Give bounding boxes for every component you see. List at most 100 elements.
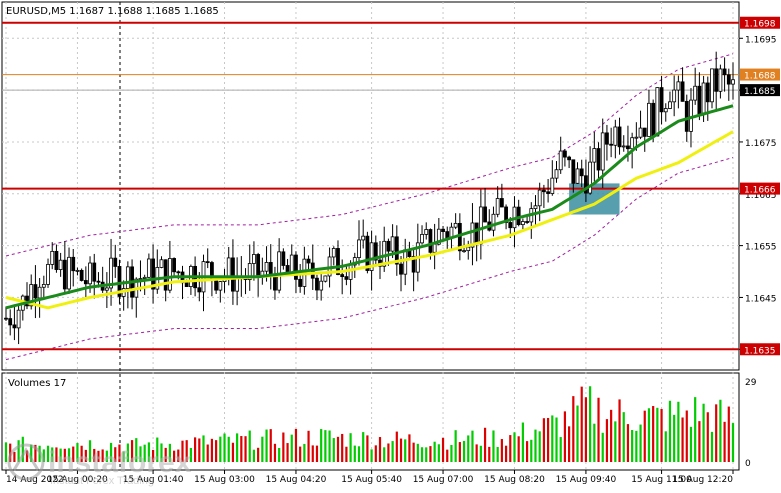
time-tick-label: 15 Aug 01:40: [123, 475, 184, 485]
candle-body: [411, 256, 416, 273]
time-tick-label: 15 Aug 08:20: [484, 475, 545, 485]
candle-body: [365, 235, 370, 271]
candle-body: [584, 175, 588, 194]
candle-body: [609, 143, 614, 146]
candle-body: [41, 284, 46, 288]
candle-body: [726, 74, 731, 85]
candle-body: [117, 266, 122, 297]
candle-body: [382, 240, 387, 267]
candle-body: [596, 148, 601, 171]
candle-body: [361, 235, 366, 241]
candle-body: [390, 236, 395, 252]
candle-body: [630, 137, 635, 150]
candle-body: [588, 161, 593, 194]
watermark-brand: instaforex: [48, 446, 192, 479]
candle-body: [357, 239, 361, 258]
candle-body: [306, 258, 311, 264]
level-1.1688-tag-label: 1.1688: [744, 72, 776, 82]
candle-body: [277, 251, 282, 291]
volume-panel-title: Volumes 17: [8, 378, 66, 389]
candle-body: [684, 100, 689, 132]
candle-body: [483, 206, 487, 223]
price-panel-frame: [1, 1, 740, 371]
candle-body: [163, 259, 168, 291]
time-tick-label: 15 Aug 11:00: [631, 475, 692, 485]
candle-body: [420, 234, 424, 244]
envelope-lower: [5, 157, 734, 361]
level-1.1635-tag: [740, 343, 780, 356]
candle-body: [113, 257, 118, 267]
candle-body: [466, 246, 471, 252]
candle-body: [146, 258, 151, 278]
candle-body: [340, 274, 345, 278]
volume-panel-frame: [1, 372, 740, 471]
candle-body: [680, 81, 685, 102]
candle-body: [520, 221, 525, 226]
candle-body: [79, 269, 84, 281]
candle-body: [37, 286, 42, 299]
watermark-tagline: Instant Forex Trading: [50, 475, 154, 487]
candle-body: [634, 136, 639, 139]
candle-body: [125, 266, 130, 289]
candle-body: [474, 222, 479, 245]
candle-body: [714, 68, 719, 92]
candle-body: [499, 198, 504, 208]
candle-body: [159, 259, 164, 268]
candle-body: [29, 284, 34, 307]
candle-body: [88, 262, 92, 285]
candle-body: [16, 309, 21, 329]
candle-body: [659, 87, 664, 113]
time-tick-label: 15 Aug 09:40: [556, 475, 617, 485]
candle-body: [289, 254, 294, 273]
candle-body: [373, 242, 378, 261]
candle-body: [605, 132, 609, 145]
candle-body: [344, 276, 349, 280]
candle-body: [428, 229, 433, 253]
candle-body: [294, 254, 298, 280]
instaforex-logo: instaforex Instant Forex Trading: [7, 443, 192, 487]
level-1.1688-tag: [740, 68, 780, 81]
candle-body: [613, 126, 618, 146]
current-price-tag-label: 1.1685: [744, 87, 776, 97]
time-tick-label: 15 Aug 03:00: [194, 475, 255, 485]
candle-body: [710, 68, 714, 103]
candle-body: [655, 87, 660, 137]
candle-body: [92, 262, 97, 282]
candle-body: [663, 108, 668, 113]
candle-body: [672, 89, 677, 103]
candle-body: [693, 85, 698, 101]
time-tick-label: 15 Aug 05:40: [341, 475, 402, 485]
candle-body: [252, 254, 256, 264]
candle-body: [575, 168, 580, 184]
candle-body: [62, 259, 67, 290]
candle-body: [298, 278, 303, 287]
candle-body: [546, 191, 550, 194]
candle-body: [701, 82, 706, 115]
candle-body: [432, 243, 437, 253]
candle-body: [71, 256, 76, 272]
candle-body: [705, 82, 710, 103]
candle-body: [46, 263, 50, 285]
time-tick-label: 14 Aug 2022: [6, 475, 64, 485]
sma-fast-line: [5, 104, 734, 310]
candle-body: [54, 250, 59, 270]
candle-body: [336, 248, 340, 275]
candle-body: [8, 318, 13, 326]
candle-body: [331, 248, 336, 258]
candle-body: [172, 258, 176, 273]
candle-body: [67, 256, 71, 290]
candle-body: [399, 263, 403, 275]
candle-body: [83, 280, 88, 285]
level-1.1698-tag-label: 1.1698: [744, 20, 776, 30]
level-1.1666-tag: [740, 182, 780, 195]
candle-body: [142, 276, 147, 279]
candle-body: [104, 287, 109, 291]
candle-body: [495, 198, 500, 215]
candle-body: [58, 259, 63, 270]
candle-body: [470, 222, 475, 248]
candle-body: [256, 254, 261, 277]
price-tick-label: 1.1675: [745, 139, 777, 149]
candle-body: [50, 250, 55, 265]
candle-body: [352, 257, 357, 266]
candle-body: [4, 317, 8, 320]
